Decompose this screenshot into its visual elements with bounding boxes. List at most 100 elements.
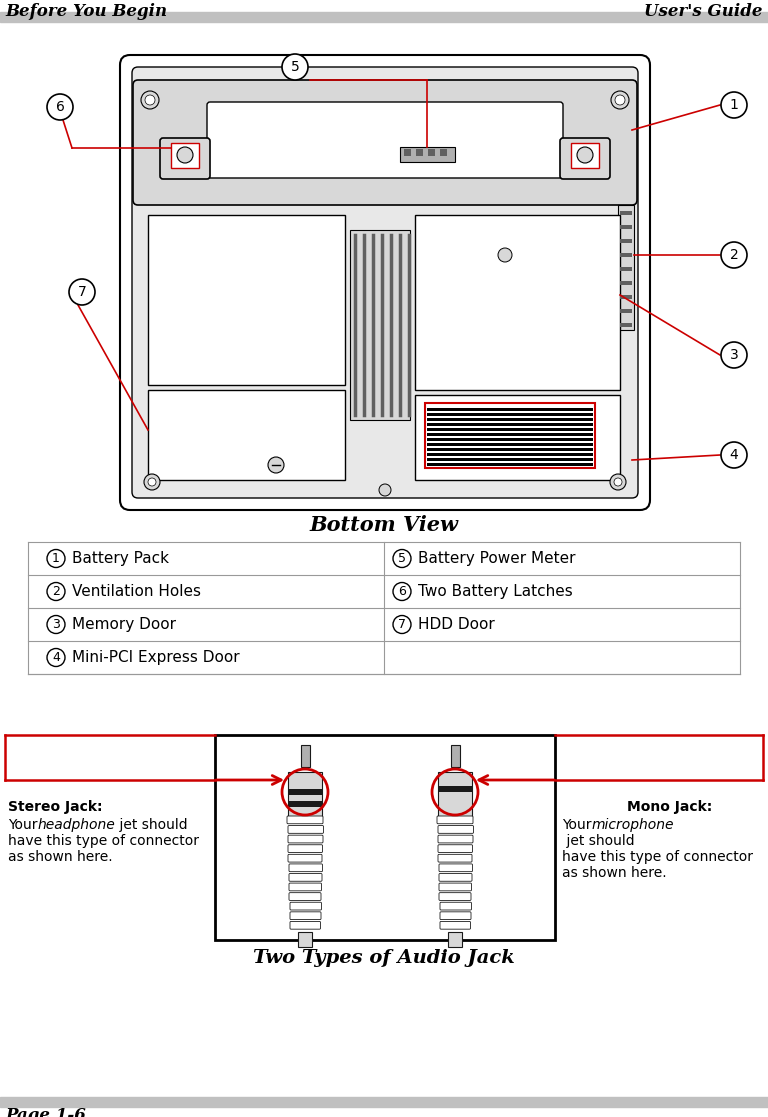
Circle shape bbox=[69, 279, 95, 305]
Text: HDD Door: HDD Door bbox=[418, 617, 495, 632]
Bar bbox=[288, 801, 322, 806]
Bar bbox=[438, 786, 472, 792]
Text: 6: 6 bbox=[55, 101, 65, 114]
Text: 4: 4 bbox=[730, 448, 738, 462]
FancyBboxPatch shape bbox=[290, 903, 322, 910]
Text: 5: 5 bbox=[398, 552, 406, 565]
Bar bbox=[415, 395, 620, 480]
FancyBboxPatch shape bbox=[439, 884, 472, 891]
Bar bbox=[448, 932, 462, 947]
Bar bbox=[427, 458, 593, 461]
FancyBboxPatch shape bbox=[438, 844, 472, 852]
Circle shape bbox=[268, 457, 284, 472]
Text: headphone: headphone bbox=[38, 818, 116, 832]
Text: jet should: jet should bbox=[115, 818, 187, 832]
FancyBboxPatch shape bbox=[437, 817, 473, 823]
FancyBboxPatch shape bbox=[439, 873, 472, 881]
FancyBboxPatch shape bbox=[288, 825, 323, 833]
Circle shape bbox=[47, 94, 73, 120]
Text: microphone: microphone bbox=[592, 818, 674, 832]
Bar bbox=[620, 239, 632, 244]
Circle shape bbox=[614, 478, 622, 486]
Bar bbox=[425, 403, 595, 468]
Circle shape bbox=[145, 95, 155, 105]
Bar bbox=[427, 428, 593, 431]
Bar bbox=[620, 295, 632, 299]
Bar bbox=[148, 214, 345, 385]
Text: Page 1-6: Page 1-6 bbox=[5, 1107, 86, 1117]
FancyBboxPatch shape bbox=[439, 863, 472, 871]
FancyBboxPatch shape bbox=[440, 922, 471, 929]
Circle shape bbox=[148, 478, 156, 486]
Bar bbox=[416, 149, 423, 156]
Circle shape bbox=[610, 474, 626, 490]
Circle shape bbox=[177, 147, 193, 163]
Bar bbox=[440, 149, 447, 156]
FancyBboxPatch shape bbox=[287, 817, 323, 823]
Bar bbox=[427, 443, 593, 446]
Bar bbox=[427, 438, 593, 441]
Text: as shown here.: as shown here. bbox=[8, 850, 113, 865]
FancyBboxPatch shape bbox=[440, 903, 472, 910]
Text: 1: 1 bbox=[52, 552, 60, 565]
Text: Two Types of Audio Jack: Two Types of Audio Jack bbox=[253, 949, 515, 967]
Circle shape bbox=[721, 342, 747, 367]
Text: 2: 2 bbox=[730, 248, 738, 262]
Bar bbox=[288, 772, 322, 817]
Bar bbox=[427, 454, 593, 456]
Text: 3: 3 bbox=[730, 349, 738, 362]
Text: Two Battery Latches: Two Battery Latches bbox=[418, 584, 573, 599]
Bar bbox=[215, 735, 555, 941]
FancyBboxPatch shape bbox=[207, 102, 563, 178]
Text: jet should: jet should bbox=[562, 834, 634, 848]
Bar bbox=[400, 147, 455, 162]
Text: 7: 7 bbox=[398, 618, 406, 631]
Bar bbox=[428, 149, 435, 156]
Bar bbox=[618, 206, 634, 330]
FancyBboxPatch shape bbox=[290, 922, 320, 929]
Circle shape bbox=[615, 95, 625, 105]
Bar bbox=[0, 12, 768, 22]
Bar bbox=[427, 418, 593, 421]
Bar bbox=[451, 745, 460, 767]
Circle shape bbox=[611, 90, 629, 109]
Circle shape bbox=[141, 90, 159, 109]
Text: 6: 6 bbox=[398, 585, 406, 598]
Text: Battery Power Meter: Battery Power Meter bbox=[418, 551, 575, 566]
FancyBboxPatch shape bbox=[439, 892, 471, 900]
Circle shape bbox=[721, 92, 747, 118]
Bar bbox=[0, 1097, 768, 1107]
FancyBboxPatch shape bbox=[289, 892, 321, 900]
Bar bbox=[298, 932, 312, 947]
Bar bbox=[620, 267, 632, 271]
Bar bbox=[404, 149, 411, 156]
Circle shape bbox=[721, 242, 747, 268]
Circle shape bbox=[282, 54, 308, 80]
Bar bbox=[620, 281, 632, 285]
Bar bbox=[148, 390, 345, 480]
Text: have this type of connector: have this type of connector bbox=[562, 850, 753, 865]
Circle shape bbox=[577, 147, 593, 163]
FancyBboxPatch shape bbox=[438, 825, 474, 833]
FancyBboxPatch shape bbox=[438, 836, 473, 843]
Bar bbox=[438, 772, 472, 817]
Bar bbox=[350, 230, 410, 420]
FancyBboxPatch shape bbox=[288, 836, 323, 843]
FancyBboxPatch shape bbox=[289, 884, 322, 891]
Bar bbox=[620, 309, 632, 313]
Circle shape bbox=[498, 248, 512, 262]
Circle shape bbox=[47, 582, 65, 601]
Circle shape bbox=[379, 484, 391, 496]
Circle shape bbox=[393, 582, 411, 601]
Circle shape bbox=[393, 615, 411, 633]
FancyBboxPatch shape bbox=[288, 844, 323, 852]
FancyBboxPatch shape bbox=[289, 863, 323, 871]
Text: Before You Begin: Before You Begin bbox=[5, 3, 167, 20]
Bar bbox=[288, 789, 322, 795]
Bar bbox=[427, 448, 593, 451]
Text: 3: 3 bbox=[52, 618, 60, 631]
Bar bbox=[427, 423, 593, 426]
FancyBboxPatch shape bbox=[290, 911, 321, 919]
Text: User's Guide: User's Guide bbox=[644, 3, 763, 20]
Text: Your: Your bbox=[8, 818, 42, 832]
